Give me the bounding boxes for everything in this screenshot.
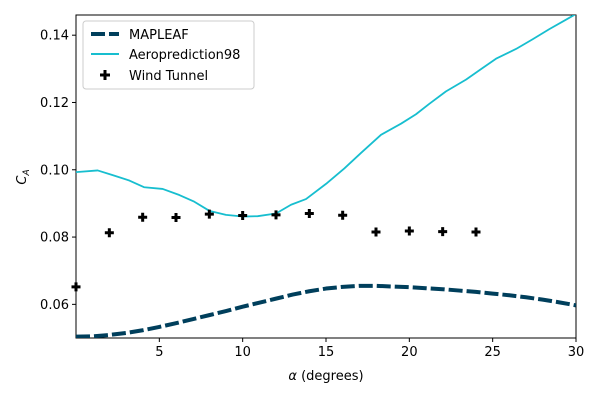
- legend-label-mapleaf: MAPLEAF: [129, 28, 189, 43]
- x-tick-label: 20: [401, 345, 418, 360]
- y-tick-label: 0.06: [40, 298, 69, 313]
- legend-label-wind-tunnel: Wind Tunnel: [129, 69, 208, 84]
- data-point-wind-tunnel: [304, 209, 314, 219]
- data-point-wind-tunnel: [471, 227, 481, 237]
- x-axis-title: α (degrees): [288, 369, 363, 384]
- data-point-wind-tunnel: [338, 210, 348, 220]
- data-point-wind-tunnel: [271, 210, 281, 220]
- y-tick-label: 0.10: [40, 163, 69, 178]
- x-axis-unit: (degrees): [301, 369, 363, 384]
- series-layer: [76, 15, 576, 338]
- x-axis-var: α: [288, 369, 297, 384]
- legend: MAPLEAF Aeroprediction98 Wind Tunnel: [82, 20, 255, 90]
- series-line-mapleaf: [76, 283, 576, 338]
- series-line-aeroprediction98: [76, 15, 576, 218]
- x-tick-label: 25: [484, 345, 501, 360]
- data-point-wind-tunnel: [371, 227, 381, 237]
- y-axis-title: CA: [15, 169, 32, 184]
- marker-layer: [71, 209, 481, 292]
- y-axis-sub: A: [22, 169, 32, 176]
- legend-label-aeroprediction98: Aeroprediction98: [129, 48, 240, 63]
- legend-swatch-wind-tunnel: [100, 70, 110, 80]
- x-tick-label: 15: [318, 345, 335, 360]
- x-axis-ticks: 5 10 15 20 25 30: [155, 338, 584, 360]
- y-tick-label: 0.14: [40, 29, 69, 44]
- data-point-wind-tunnel: [171, 213, 181, 223]
- x-tick-label: 5: [155, 345, 163, 360]
- data-point-wind-tunnel: [204, 209, 214, 219]
- y-axis-ticks: 0.06 0.08 0.10 0.12 0.14: [40, 29, 76, 313]
- x-tick-label: 10: [234, 345, 251, 360]
- x-tick-label: 30: [568, 345, 585, 360]
- data-point-wind-tunnel: [104, 228, 114, 238]
- data-point-wind-tunnel: [404, 226, 414, 236]
- data-point-wind-tunnel: [238, 211, 248, 221]
- legend-box: [82, 20, 255, 90]
- y-axis-var: C: [15, 175, 30, 185]
- y-tick-label: 0.08: [40, 231, 69, 246]
- y-tick-label: 0.12: [40, 96, 69, 111]
- data-point-wind-tunnel: [438, 227, 448, 237]
- data-point-wind-tunnel: [138, 212, 148, 222]
- data-point-wind-tunnel: [71, 282, 81, 292]
